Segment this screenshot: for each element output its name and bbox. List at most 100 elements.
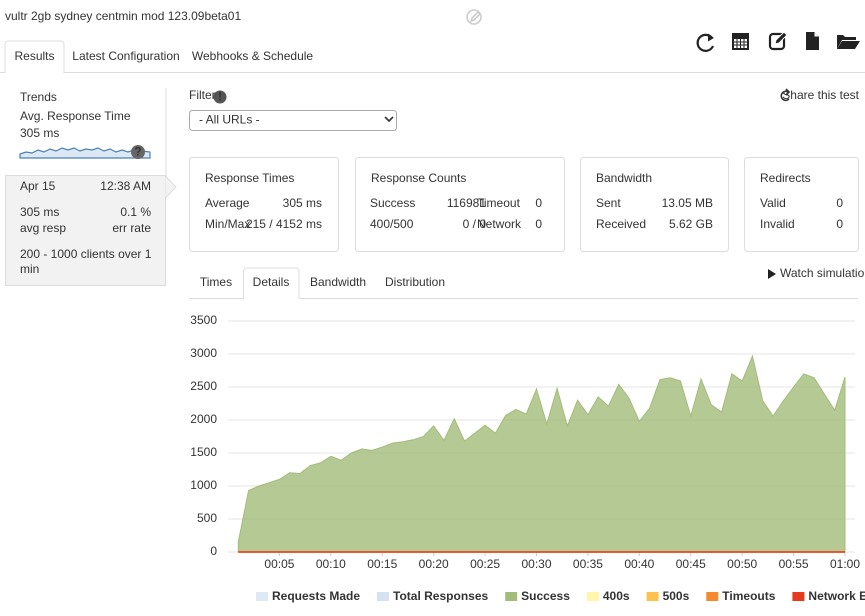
select-value: - All URLs - [199,113,260,127]
clients: 200 - 1000 clients over 1 [20,247,152,261]
edit-title-icon[interactable] [466,9,482,25]
card-label: Valid [760,196,786,210]
refresh-icon[interactable] [696,33,715,52]
subtab[interactable]: Distribution [385,275,445,289]
y-tick-label: 1500 [190,445,217,459]
card [744,157,859,252]
card-value: 0 [836,196,843,210]
y-tick-label: 2000 [190,412,217,426]
legend-label[interactable]: Requests Made [272,589,360,603]
err-rate-label: err rate [112,221,151,235]
card-value: 5.62 GB [669,217,713,231]
run-date: Apr 15 [20,179,56,193]
share-link[interactable]: Share this test [782,88,859,102]
edit-icon[interactable] [768,31,788,51]
card [189,157,339,252]
y-tick-label: 2500 [190,379,217,393]
clients: min [20,262,39,276]
tab[interactable]: Latest Configuration [72,49,179,63]
card-value: 13.05 MB [662,196,713,210]
card [580,157,729,252]
run-time: 12:38 AM [100,179,151,193]
card-label: Min/Max [205,217,250,231]
card-title: Redirects [760,171,811,185]
x-tick-label: 00:15 [367,557,397,571]
help-badge[interactable] [131,145,145,159]
selected-arrow [165,175,177,199]
subtab[interactable]: Details [253,275,290,289]
tab[interactable]: Results [14,49,54,63]
x-tick-label: 00:20 [419,557,449,571]
card [355,157,565,252]
card-value: 0 [535,196,542,210]
card-label: 400/500 [370,217,414,231]
card-title: Response Times [205,171,294,185]
card-title: Bandwidth [596,171,652,185]
x-tick-label: 00:35 [573,557,603,571]
card-value: 215 / 4152 ms [246,217,322,231]
x-tick-label: 00:10 [316,557,346,571]
toolbar-icons [696,31,860,52]
x-tick-label: 00:40 [624,557,654,571]
y-tick-label: 1000 [190,478,217,492]
play-icon [768,269,776,279]
legend-swatch[interactable] [706,592,719,601]
card-label: Success [370,196,415,210]
metric-label: Avg. Response Time [20,109,131,123]
card-value: 305 ms [283,196,322,210]
y-tick-label: 3500 [190,313,217,327]
help-mark: ? [134,145,141,159]
trends-title[interactable]: Trends [20,90,57,104]
legend-label[interactable]: Timeouts [722,589,775,603]
legend-label[interactable]: Network Errors [808,589,865,603]
legend-swatch[interactable] [505,592,518,601]
card-label: Network [477,217,522,231]
x-tick-label: 01:00 [830,557,860,571]
err-rate: 0.1 % [120,205,151,219]
x-tick-label: 00:05 [264,557,294,571]
x-tick-label: 00:55 [779,557,809,571]
active-tab [4,40,65,73]
page-title: vultr 2gb sydney centmin mod 123.09beta0… [5,9,241,23]
x-tick-label: 00:50 [727,557,757,571]
legend-swatch[interactable] [377,592,390,601]
card-label: Sent [596,196,621,210]
legend-swatch[interactable] [646,592,659,601]
calendar-icon[interactable] [732,33,749,50]
legend-label[interactable]: 500s [663,589,690,603]
y-tick-label: 500 [197,511,217,525]
metric-value: 305 ms [20,126,59,140]
series-area [237,354,846,553]
legend-label[interactable]: 400s [603,589,630,603]
file-icon[interactable] [806,32,819,50]
legend-label[interactable]: Total Responses [393,589,488,603]
subtab[interactable]: Times [200,275,232,289]
card-label: Timeout [477,196,521,210]
x-tick-label: 00:45 [676,557,706,571]
watch-link[interactable]: Watch simulation [780,266,865,280]
legend-swatch[interactable] [586,592,599,601]
subtab[interactable]: Bandwidth [310,275,366,289]
y-tick-label: 3000 [190,346,217,360]
info-badge [213,90,227,104]
legend-swatch[interactable] [256,592,268,601]
avg-resp-label: avg resp [20,221,66,235]
url-select[interactable] [189,110,397,131]
card-value: 0 / 0 [463,217,487,231]
folder-icon[interactable] [837,35,860,49]
card-title: Response Counts [371,171,466,185]
legend-label[interactable]: Success [521,589,570,603]
card-value: 116981 [447,196,486,210]
card-label: Invalid [760,217,795,231]
trends-panel [5,88,166,176]
share-icon [780,88,791,102]
card-value: 0 [535,217,542,231]
tab[interactable]: Webhooks & Schedule [192,49,314,63]
legend-swatch[interactable] [792,592,805,601]
card-label: Average [205,196,250,210]
selected-run[interactable] [5,175,166,286]
info-mark: ! [218,90,222,104]
active-subtab [243,267,300,299]
